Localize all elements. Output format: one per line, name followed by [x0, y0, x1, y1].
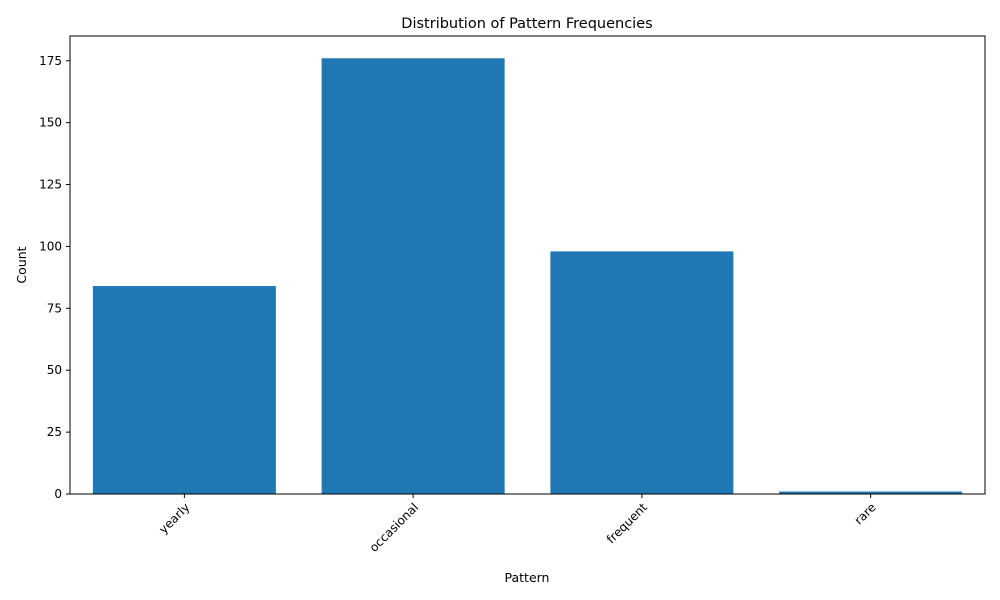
y-tick-label-100: 100	[39, 239, 62, 253]
x-axis-label: Pattern	[505, 570, 550, 585]
y-tick-label-25: 25	[47, 425, 62, 439]
chart-title: Distribution of Pattern Frequencies	[401, 16, 652, 32]
y-tick-label-175: 175	[39, 54, 62, 68]
bar-frequent	[550, 251, 734, 494]
y-tick-label-125: 125	[39, 178, 62, 192]
bar-rare	[779, 491, 963, 494]
y-tick-label-50: 50	[47, 363, 62, 377]
bar-occasional	[321, 58, 505, 495]
bars-group	[92, 58, 963, 495]
y-axis-label: Count	[14, 246, 29, 283]
y-axis-ticks: 0 25 50 75 100 125 150 175	[39, 54, 70, 501]
y-tick-label-75: 75	[47, 301, 62, 315]
x-axis-ticks: yearly occasional frequent rare	[156, 494, 879, 555]
x-tick-label-rare: rare	[852, 500, 879, 527]
plot-frame	[69, 35, 986, 495]
x-tick-label-yearly: yearly	[156, 500, 192, 536]
x-tick-label-frequent: frequent	[604, 500, 650, 546]
x-tick-label-occasional: occasional	[367, 500, 422, 555]
bar-yearly	[92, 286, 276, 494]
y-tick-label-0: 0	[54, 487, 62, 501]
y-tick-label-150: 150	[39, 116, 62, 130]
